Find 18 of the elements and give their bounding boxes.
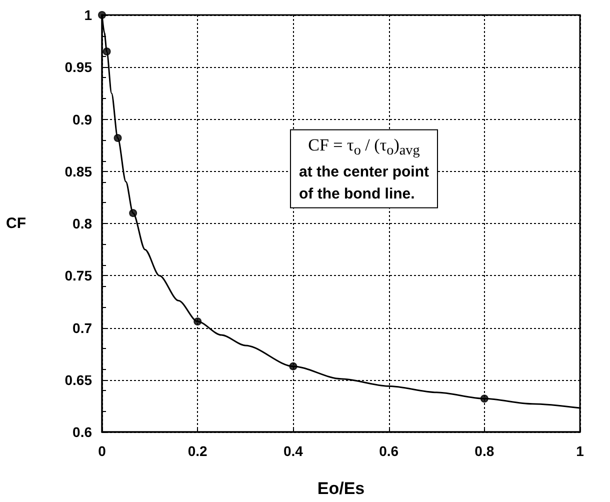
y-tick-label: 0.9 bbox=[72, 111, 92, 128]
y-tick-label: 0.7 bbox=[72, 320, 92, 336]
y-axis-title: CF bbox=[6, 215, 26, 232]
y-tick-label: 0.6 bbox=[72, 424, 92, 440]
y-tick-label: 1 bbox=[84, 7, 92, 23]
y-tick-label: 0.65 bbox=[64, 372, 92, 388]
x-tick-label: 0 bbox=[98, 443, 106, 459]
y-tick-label: 0.95 bbox=[64, 59, 92, 76]
y-tick-label: 0.85 bbox=[64, 163, 92, 180]
x-tick-label: 0.4 bbox=[283, 443, 304, 459]
y-tick-label: 0.8 bbox=[72, 216, 92, 232]
x-tick-label: 1 bbox=[576, 443, 584, 459]
x-tick-label: 0.6 bbox=[379, 443, 399, 459]
x-tick-label: 0.2 bbox=[188, 443, 208, 459]
x-axis-title: Eo/Es bbox=[317, 479, 365, 498]
y-tick-label: 0.75 bbox=[64, 268, 92, 284]
x-tick-label: 0.8 bbox=[474, 443, 494, 459]
annotation: CF = τ$_{o}$ / (τ$_{o}$)$_{avg}$ at the center point of the bond line. bbox=[298, 134, 430, 204]
